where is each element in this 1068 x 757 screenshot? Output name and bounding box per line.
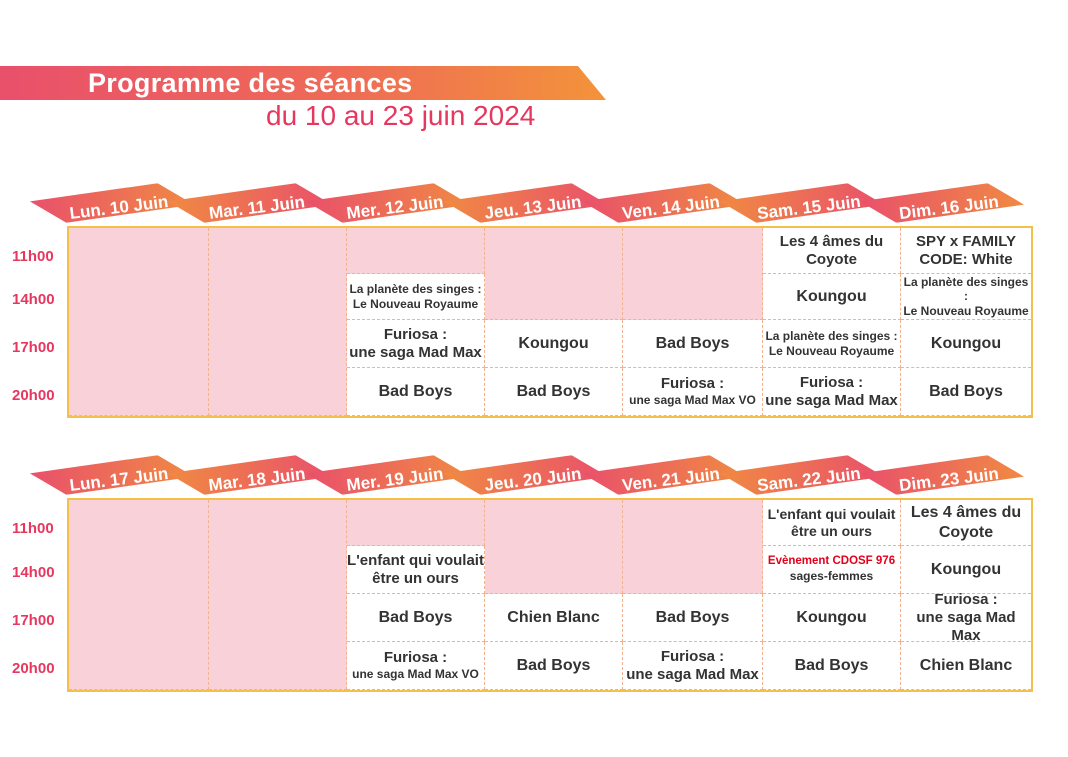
screening-slot: Koungou bbox=[763, 274, 901, 320]
empty-slot bbox=[347, 228, 485, 274]
time-label: 20h00 bbox=[12, 660, 55, 677]
event-badge: Evènement CDOSF 976 bbox=[767, 555, 896, 568]
screening-slot: Koungou bbox=[901, 546, 1031, 594]
screening-slot: Bad Boys bbox=[901, 368, 1031, 416]
screening-slot: Furiosa : une saga Mad Max bbox=[901, 591, 1031, 644]
title-banner bbox=[0, 66, 606, 100]
screening-slot: Bad Boys bbox=[623, 320, 763, 368]
time-label: 14h00 bbox=[12, 291, 55, 308]
time-label: 14h00 bbox=[12, 564, 55, 581]
screening-slot: L'enfant qui voulait être un ours bbox=[347, 546, 485, 594]
screening-slot: Bad Boys bbox=[623, 594, 763, 642]
screening-slot: Bad Boys bbox=[485, 368, 623, 416]
empty-slot bbox=[69, 228, 209, 416]
screening-slot: Koungou bbox=[901, 320, 1031, 368]
date-range: du 10 au 23 juin 2024 bbox=[266, 100, 536, 131]
screening-slot: Furiosa : une saga Mad Max bbox=[347, 320, 485, 368]
empty-slot bbox=[623, 228, 763, 320]
empty-slot bbox=[209, 228, 347, 416]
screening-slot: SPY x FAMILY CODE: White bbox=[901, 228, 1031, 274]
screening-slot: Chien Blanc bbox=[901, 642, 1031, 690]
empty-slot bbox=[623, 500, 763, 594]
schedule-grid: La planète des singes : Le Nouveau Royaum… bbox=[67, 226, 1033, 418]
time-label: 17h00 bbox=[12, 612, 55, 629]
screening-slot: Les 4 âmes du Coyote bbox=[763, 228, 901, 274]
schedule-grid: L'enfant qui voulait être un ours Bad Boy… bbox=[67, 498, 1033, 692]
time-label: 17h00 bbox=[12, 339, 55, 356]
empty-slot bbox=[347, 500, 485, 546]
page-title: Programme des séances bbox=[88, 68, 413, 98]
screening-slot: Furiosa : une saga Mad Max VO bbox=[623, 368, 763, 416]
time-label: 11h00 bbox=[12, 248, 54, 265]
screening-slot: Furiosa : une saga Mad Max bbox=[763, 368, 901, 416]
screening-slot: Furiosa : une saga Mad Max bbox=[623, 642, 763, 690]
screening-slot: Furiosa : une saga Mad Max VO bbox=[347, 642, 485, 690]
empty-slot bbox=[69, 500, 209, 690]
screening-slot: Evènement CDOSF 976 sages-femmes bbox=[763, 546, 901, 594]
screening-slot: Koungou bbox=[485, 320, 623, 368]
screening-slot: Bad Boys bbox=[347, 594, 485, 642]
screening-slot: Bad Boys bbox=[347, 368, 485, 416]
time-label: 11h00 bbox=[12, 520, 54, 537]
screening-slot: Bad Boys bbox=[485, 642, 623, 690]
empty-slot bbox=[485, 500, 623, 594]
screening-slot: Koungou bbox=[763, 594, 901, 642]
screening-slot: Bad Boys bbox=[763, 642, 901, 690]
screening-slot: La planète des singes : Le Nouveau Royaum… bbox=[901, 274, 1031, 320]
screening-slot: La planète des singes : Le Nouveau Royaum… bbox=[347, 274, 485, 320]
screening-slot: La planète des singes : Le Nouveau Royaum… bbox=[763, 320, 901, 368]
time-label: 20h00 bbox=[12, 387, 55, 404]
screening-slot: Les 4 âmes du Coyote bbox=[901, 500, 1031, 546]
empty-slot bbox=[209, 500, 347, 690]
screening-slot: Chien Blanc bbox=[485, 594, 623, 642]
screening-slot: L'enfant qui voulait être un ours bbox=[763, 500, 901, 546]
empty-slot bbox=[485, 228, 623, 320]
